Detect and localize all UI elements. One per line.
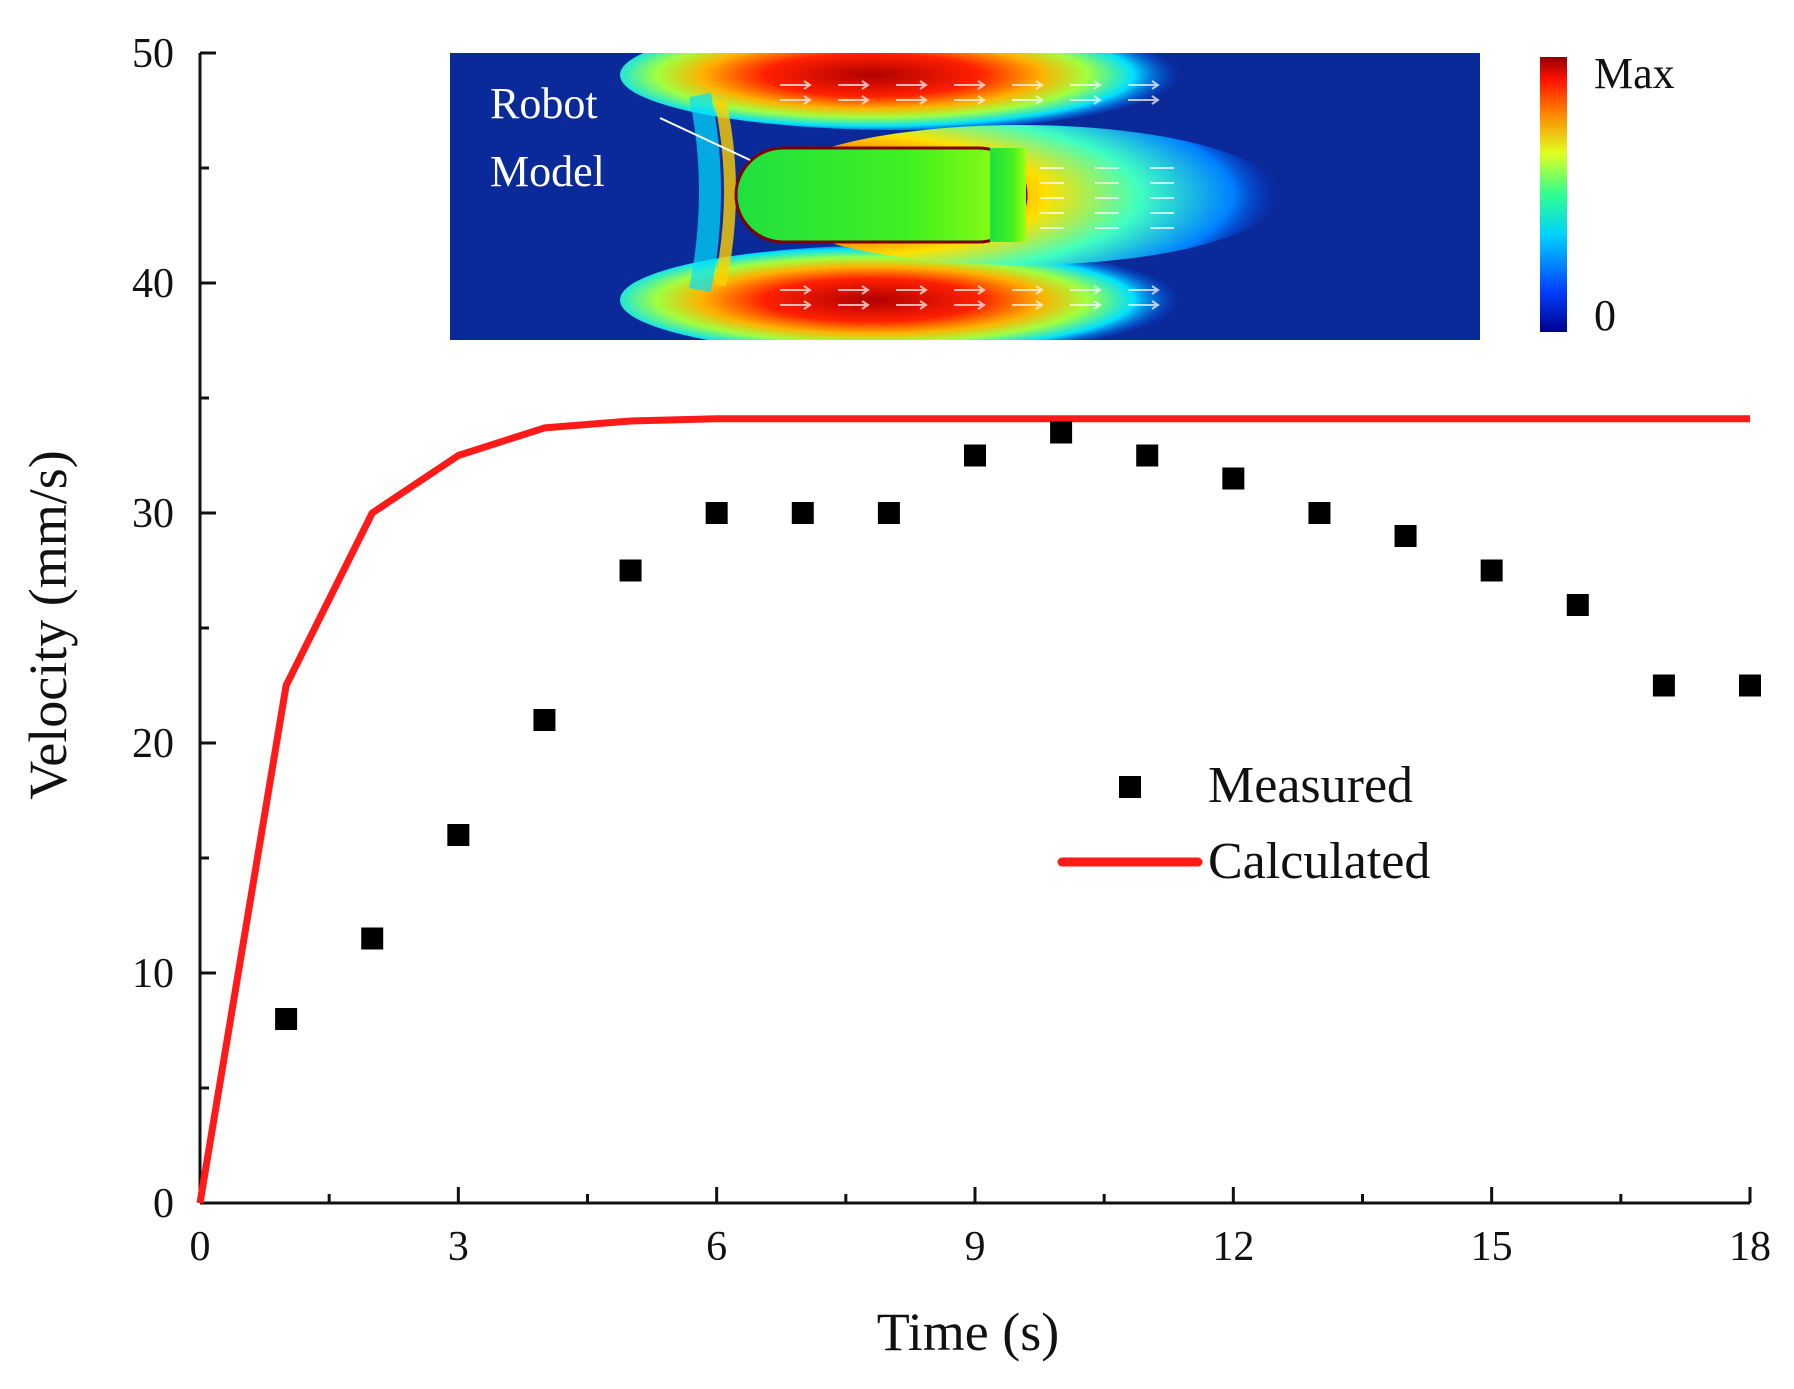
flow-arrow-head	[919, 285, 928, 295]
measured-point	[1308, 502, 1331, 524]
flow-arrow-head	[861, 300, 870, 310]
x-tick-label: 18	[1729, 1224, 1771, 1270]
measured-point	[1050, 421, 1073, 444]
flow-arrows	[780, 80, 1174, 310]
colorbar	[1540, 57, 1567, 332]
y-tick-label: 40	[132, 261, 174, 307]
measured-point	[533, 709, 556, 731]
flow-arrow-head	[803, 285, 812, 295]
flow-arrow-head	[861, 285, 870, 295]
measured-point	[1480, 559, 1503, 582]
flow-arrow-head	[1151, 285, 1160, 295]
measured-point	[1222, 467, 1245, 490]
x-tick-label: 6	[706, 1224, 727, 1270]
measured-point	[361, 927, 384, 950]
flow-arrow-head	[803, 300, 812, 310]
flow-arrow-head	[977, 285, 986, 295]
flow-arrow-head	[1035, 80, 1044, 90]
measured-series	[275, 421, 1761, 1030]
flow-arrow-head	[977, 95, 986, 105]
y-axis-title: Velocity (mm/s)	[18, 450, 78, 799]
measured-point	[791, 502, 814, 524]
x-tick-label: 15	[1471, 1224, 1513, 1270]
flow-arrow-head	[803, 80, 812, 90]
calculated-series	[196, 415, 1750, 1204]
flow-arrow-head	[977, 300, 986, 310]
flow-arrow-head	[1151, 300, 1160, 310]
measured-point	[275, 1008, 298, 1030]
flow-arrow-head	[919, 80, 928, 90]
y-tick-label: 0	[153, 1181, 174, 1227]
y-tick-label: 50	[132, 31, 174, 77]
y-tick-label: 10	[132, 951, 174, 997]
flow-field-inset: Robot Model Max 0	[450, 49, 1675, 340]
inset-label-robot: Robot	[490, 79, 598, 128]
flow-arrow-head	[861, 95, 870, 105]
flow-arrow-head	[919, 95, 928, 105]
measured-point	[619, 559, 642, 582]
x-tick-label: 3	[448, 1224, 469, 1270]
axes: 0 3 6 9 12 15 18 0 10 20 30 40 50	[132, 31, 1771, 1270]
flow-arrow-head	[1035, 95, 1044, 105]
robot-label-leader	[659, 117, 751, 161]
flow-arrow-head	[803, 95, 812, 105]
legend: Measured Calculated	[1057, 757, 1430, 890]
legend-measured-marker	[1119, 776, 1141, 798]
flow-arrow-head	[1093, 80, 1102, 90]
flow-arrow-head	[861, 80, 870, 90]
measured-point	[1394, 525, 1417, 547]
flow-arrow-head	[1151, 80, 1160, 90]
measured-point	[1652, 674, 1675, 697]
legend-measured-label: Measured	[1208, 757, 1413, 814]
colorbar-min-label: 0	[1594, 291, 1616, 340]
measured-point	[1136, 444, 1159, 467]
flow-arrow-head	[1093, 285, 1102, 295]
measured-point	[1566, 594, 1589, 616]
robot-body-shape	[734, 146, 1028, 244]
inset-label-model: Model	[490, 147, 605, 196]
y-tick-label: 20	[132, 721, 174, 767]
x-tick-label: 12	[1212, 1224, 1254, 1270]
measured-point	[1739, 674, 1761, 697]
x-tick-label: 9	[965, 1224, 986, 1270]
colorbar-max-label: Max	[1594, 49, 1675, 98]
flow-arrow-head	[1035, 285, 1044, 295]
x-axis-title: Time (s)	[877, 1302, 1060, 1362]
flow-arrow-head	[977, 80, 986, 90]
y-tick-label: 30	[132, 491, 174, 537]
flow-arrow-head	[919, 300, 928, 310]
flow-arrow-head	[1093, 95, 1102, 105]
measured-point	[447, 824, 470, 846]
measured-point	[877, 502, 900, 524]
flow-arrow-head	[1093, 300, 1102, 310]
calculated-line	[196, 415, 1750, 1204]
legend-calculated-label: Calculated	[1208, 833, 1430, 890]
flow-arrow-head	[1035, 300, 1044, 310]
measured-point	[964, 444, 986, 467]
flow-arrow-head	[1151, 95, 1160, 105]
x-tick-label: 0	[190, 1224, 211, 1270]
measured-point	[705, 502, 728, 524]
